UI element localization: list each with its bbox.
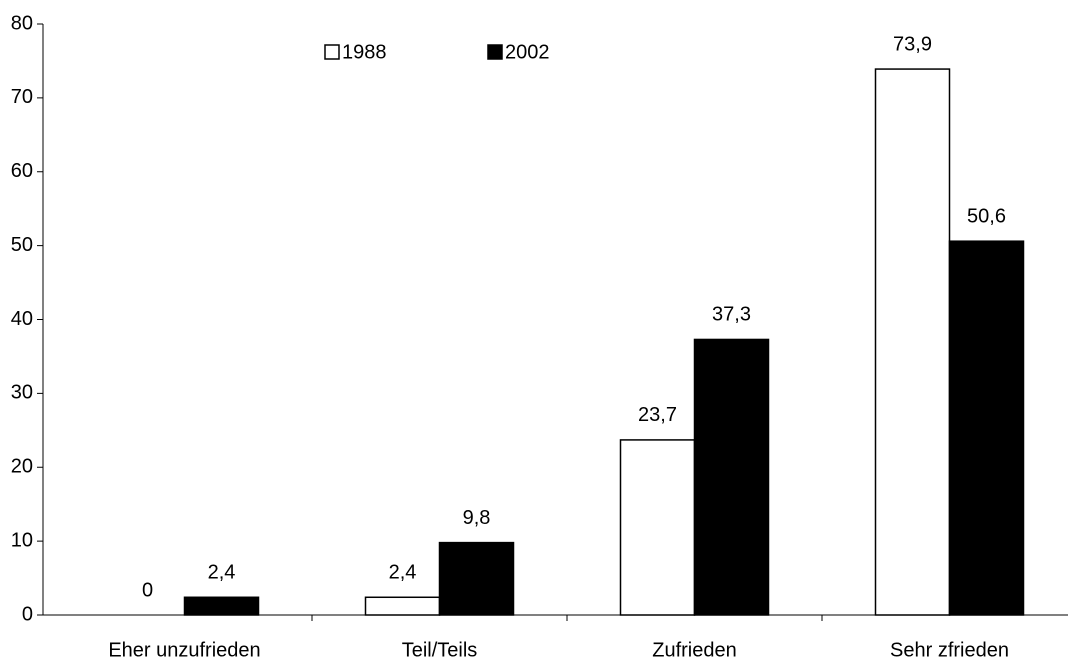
value-label: 9,8 <box>463 507 491 529</box>
y-tick-label: 60 <box>11 160 33 182</box>
legend-swatch <box>324 44 340 60</box>
value-label: 73,9 <box>893 33 932 55</box>
legend-label: 1988 <box>342 41 387 63</box>
x-tick-label: Eher unzufrieden <box>108 639 260 661</box>
y-tick-label: 30 <box>11 382 33 404</box>
x-tick-label: Sehr zfrieden <box>890 639 1009 661</box>
value-label: 0 <box>142 579 153 601</box>
bar <box>693 338 770 616</box>
legend-swatch <box>487 44 503 60</box>
y-tick-label: 70 <box>11 86 33 108</box>
x-tick-label: Zufrieden <box>652 639 737 661</box>
y-tick-label: 40 <box>11 308 33 330</box>
value-label: 37,3 <box>712 304 751 326</box>
bar <box>874 68 951 616</box>
y-tick-label: 10 <box>11 529 33 551</box>
value-label: 50,6 <box>967 205 1006 227</box>
y-tick-label: 50 <box>11 234 33 256</box>
value-label: 2,4 <box>208 562 236 584</box>
bar <box>948 240 1025 616</box>
y-tick-label: 20 <box>11 456 33 478</box>
y-tick-label: 0 <box>22 603 33 625</box>
x-tick-label: Teil/Teils <box>402 639 478 661</box>
bar <box>183 596 260 616</box>
y-tick-label: 80 <box>11 12 33 34</box>
legend-label: 2002 <box>505 41 550 63</box>
bar <box>438 541 515 616</box>
bar <box>364 596 441 616</box>
bar <box>619 439 696 616</box>
value-label: 23,7 <box>638 404 677 426</box>
value-label: 2,4 <box>389 562 417 584</box>
